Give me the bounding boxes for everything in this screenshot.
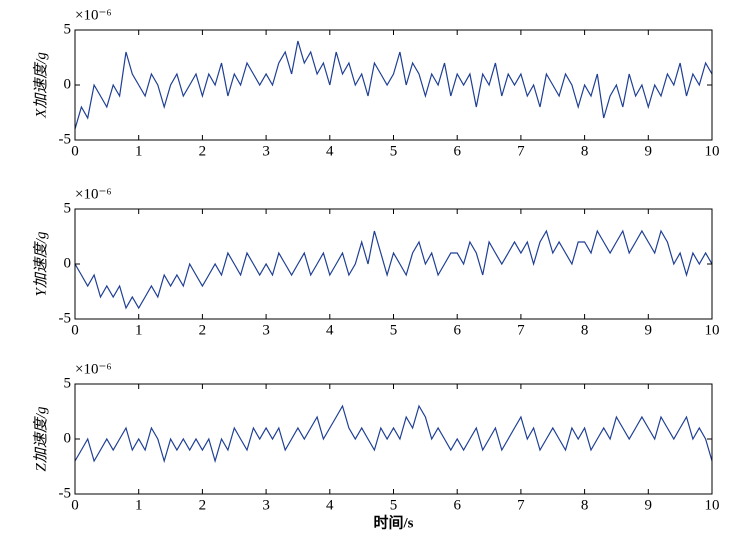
x-tick-label: 1: [135, 143, 143, 159]
x-tick-label: 0: [71, 497, 79, 513]
y-axis-label: Y加速度/g: [32, 231, 49, 297]
y-tick-label: -5: [59, 310, 72, 326]
x-tick-label: 1: [135, 322, 143, 338]
y-tick-label: -5: [59, 485, 72, 501]
x-tick-label: 0: [71, 322, 79, 338]
y-tick-label: 0: [64, 255, 72, 271]
y-tick-label: 0: [64, 76, 72, 92]
x-tick-label: 3: [262, 143, 270, 159]
axis-multiplier: ×10⁻⁶: [75, 7, 112, 23]
y-tick-label: -5: [59, 131, 72, 147]
x-tick-label: 9: [645, 497, 653, 513]
x-tick-label: 2: [199, 143, 207, 159]
x-tick-label: 10: [705, 322, 720, 338]
x-tick-label: 0: [71, 143, 79, 159]
x-tick-label: 10: [705, 143, 720, 159]
axis-multiplier: ×10⁻⁶: [75, 186, 112, 202]
y-axis-label: Z加速度/g: [32, 406, 49, 472]
y-axis-label: X加速度/g: [32, 52, 49, 119]
signal-line: [74, 404, 713, 464]
x-tick-label: 7: [517, 322, 525, 338]
x-tick-label: 4: [326, 497, 334, 513]
x-tick-label: 7: [517, 143, 525, 159]
axis-multiplier: ×10⁻⁶: [75, 361, 112, 377]
y-tick-label: 5: [64, 21, 72, 37]
x-tick-label: 8: [581, 322, 589, 338]
x-tick-label: 3: [262, 322, 270, 338]
x-axis-label: 时间/s: [373, 513, 413, 531]
x-tick-label: 3: [262, 497, 270, 513]
x-tick-label: 2: [199, 322, 207, 338]
x-tick-label: 9: [645, 322, 653, 338]
x-tick-label: 8: [581, 497, 589, 513]
x-tick-label: 7: [517, 497, 525, 513]
x-tick-label: 9: [645, 143, 653, 159]
y-tick-label: 0: [64, 430, 72, 446]
x-tick-label: 4: [326, 143, 334, 159]
x-tick-label: 5: [390, 322, 398, 338]
plot-frame: [74, 208, 713, 320]
x-tick-label: 10: [705, 497, 720, 513]
x-tick-label: 5: [390, 143, 398, 159]
x-tick-label: 2: [199, 497, 207, 513]
y-tick-label: 5: [64, 375, 72, 391]
x-tick-label: 6: [453, 497, 461, 513]
x-tick-label: 1: [135, 497, 143, 513]
x-tick-label: 4: [326, 322, 334, 338]
signal-line: [74, 229, 713, 310]
x-tick-label: 6: [453, 322, 461, 338]
x-tick-label: 8: [581, 143, 589, 159]
signal-line: [74, 40, 713, 130]
x-tick-label: 6: [453, 143, 461, 159]
y-tick-label: 5: [64, 200, 72, 216]
x-tick-label: 5: [390, 497, 398, 513]
